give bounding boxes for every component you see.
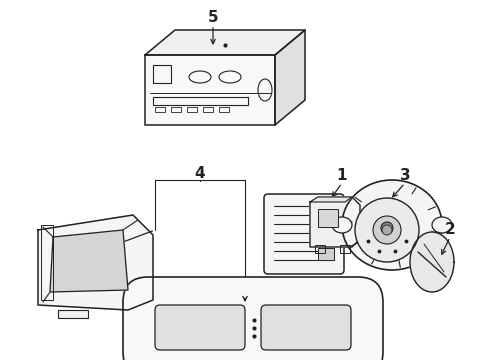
Polygon shape [310, 197, 352, 202]
Ellipse shape [332, 217, 352, 233]
Ellipse shape [432, 217, 452, 233]
Bar [41, 225, 53, 300]
FancyBboxPatch shape [261, 305, 351, 350]
Polygon shape [38, 215, 153, 310]
Polygon shape [310, 197, 360, 247]
Polygon shape [410, 232, 454, 292]
Bar [153, 97, 248, 105]
Circle shape [373, 216, 401, 244]
Bar [153, 65, 171, 83]
Bar [318, 248, 334, 260]
Polygon shape [275, 30, 305, 125]
FancyBboxPatch shape [123, 277, 383, 360]
Text: 5: 5 [208, 10, 219, 26]
Bar [187, 107, 197, 112]
Bar [155, 107, 165, 112]
Bar [58, 310, 88, 318]
Bar [219, 107, 229, 112]
Polygon shape [145, 30, 305, 55]
Text: 4: 4 [195, 166, 205, 180]
Polygon shape [50, 230, 128, 292]
FancyBboxPatch shape [264, 194, 344, 274]
Circle shape [382, 225, 392, 235]
Bar [315, 245, 325, 253]
Text: 2: 2 [444, 222, 455, 238]
Circle shape [355, 198, 419, 262]
Circle shape [381, 222, 393, 234]
Text: 3: 3 [400, 167, 410, 183]
Text: 1: 1 [337, 167, 347, 183]
Bar [171, 107, 181, 112]
Ellipse shape [342, 180, 442, 270]
Bar [340, 245, 350, 253]
Bar [203, 107, 213, 112]
Bar [318, 209, 338, 227]
Polygon shape [145, 55, 275, 125]
FancyBboxPatch shape [155, 305, 245, 350]
